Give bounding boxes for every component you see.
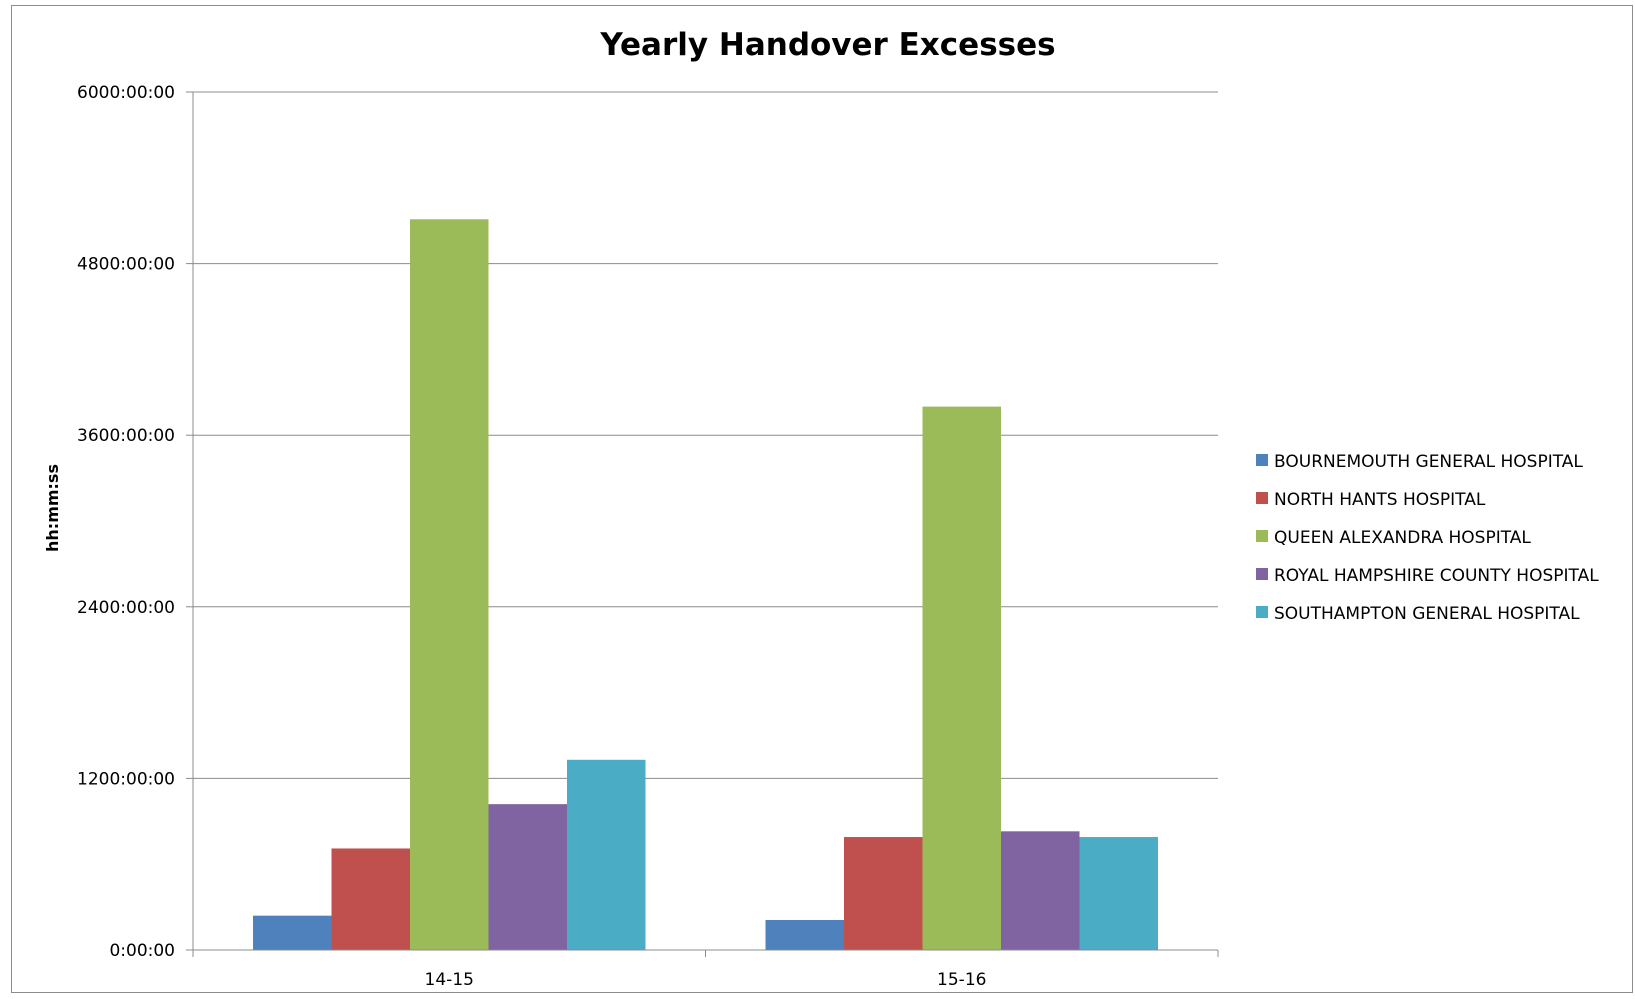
x-tick-label: 14-15 xyxy=(425,970,474,990)
grid-lines xyxy=(186,91,1218,951)
legend-item: BOURNEMOUTH GENERAL HOSPITAL xyxy=(1256,452,1583,472)
y-tick-label: 1200:00:00 xyxy=(77,769,175,789)
legend-swatch xyxy=(1256,568,1268,580)
y-axis-title: hh:mm:ss xyxy=(43,464,62,552)
legend: BOURNEMOUTH GENERAL HOSPITAL NORTH HANTS … xyxy=(1256,452,1599,624)
y-tick-label: 3600:00:00 xyxy=(77,426,175,446)
y-tick-label: 4800:00:00 xyxy=(77,255,175,275)
legend-swatch xyxy=(1256,454,1268,466)
legend-label: BOURNEMOUTH GENERAL HOSPITAL xyxy=(1274,452,1583,472)
bar xyxy=(844,837,923,950)
legend-swatch xyxy=(1256,492,1268,504)
legend-item: QUEEN ALEXANDRA HOSPITAL xyxy=(1256,528,1531,548)
bars xyxy=(253,219,1158,951)
y-tick-label: 6000:00:00 xyxy=(77,83,175,103)
bar xyxy=(488,804,567,950)
legend-label: NORTH HANTS HOSPITAL xyxy=(1274,490,1486,510)
y-tick-labels: 0:00:00 1200:00:00 2400:00:00 3600:00:00 480… xyxy=(77,83,175,961)
bar xyxy=(765,919,844,950)
x-tick-label: 15-16 xyxy=(937,970,986,990)
legend-label: QUEEN ALEXANDRA HOSPITAL xyxy=(1274,528,1531,548)
bar xyxy=(922,406,1001,951)
chart-title: Yearly Handover Excesses xyxy=(599,27,1055,63)
chart-frame xyxy=(11,5,1633,993)
y-tick-label: 2400:00:00 xyxy=(77,598,175,618)
bar xyxy=(1079,837,1158,950)
legend-label: ROYAL HAMPSHIRE COUNTY HOSPITAL xyxy=(1274,566,1599,586)
y-tick-label: 0:00:00 xyxy=(109,941,175,961)
bar xyxy=(410,219,489,950)
x-tick-labels: 14-15 15-16 xyxy=(425,970,987,990)
legend-label: SOUTHAMPTON GENERAL HOSPITAL xyxy=(1274,604,1580,624)
axes xyxy=(192,92,1219,957)
bar xyxy=(331,848,410,950)
legend-item: SOUTHAMPTON GENERAL HOSPITAL xyxy=(1256,604,1580,624)
legend-item: ROYAL HAMPSHIRE COUNTY HOSPITAL xyxy=(1256,566,1599,586)
legend-swatch xyxy=(1256,530,1268,542)
legend-swatch xyxy=(1256,606,1268,618)
bar xyxy=(1001,831,1080,950)
legend-item: NORTH HANTS HOSPITAL xyxy=(1256,490,1486,510)
bar xyxy=(567,759,646,950)
bar xyxy=(253,915,332,950)
